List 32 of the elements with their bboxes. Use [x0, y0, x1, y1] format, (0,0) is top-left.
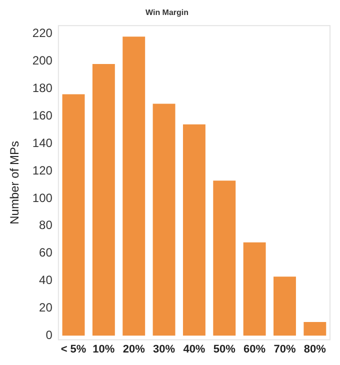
bar — [152, 104, 176, 336]
x-tick-label: 10% — [92, 343, 115, 356]
y-axis-title: Number of MPs — [8, 141, 22, 224]
x-tick-label: 30% — [153, 343, 176, 356]
y-tick-label: 140 — [32, 136, 53, 150]
chart-title: Win Margin — [145, 8, 189, 18]
y-tick-label: 60 — [39, 246, 53, 260]
y-tick-label: 160 — [32, 108, 53, 122]
bar — [304, 322, 326, 336]
bar — [122, 36, 146, 336]
y-tick-label: 0 — [46, 328, 53, 342]
x-tick-label: < 5% — [60, 343, 86, 356]
x-tick-label: 40% — [183, 343, 206, 356]
y-tick-label: 100 — [32, 190, 53, 205]
y-tick-label: 180 — [32, 81, 53, 96]
y-tick-label: 200 — [32, 54, 53, 68]
bar — [243, 242, 266, 336]
x-tick-label: 50% — [213, 343, 236, 356]
x-tick-label: 80% — [304, 343, 326, 356]
x-tick-label: 60% — [244, 343, 266, 356]
y-tick-label: 220 — [32, 26, 53, 40]
x-tick-label: 20% — [122, 343, 146, 356]
bar — [213, 180, 236, 336]
y-tick-label: 120 — [32, 163, 53, 178]
bar — [274, 276, 296, 336]
y-tick-label: 80 — [39, 218, 53, 232]
bar — [92, 64, 115, 336]
x-tick-label: 70% — [274, 343, 296, 356]
bar — [182, 124, 206, 336]
y-tick-label: 40 — [39, 273, 53, 288]
bar — [62, 94, 85, 336]
y-tick-label: 20 — [39, 300, 53, 315]
